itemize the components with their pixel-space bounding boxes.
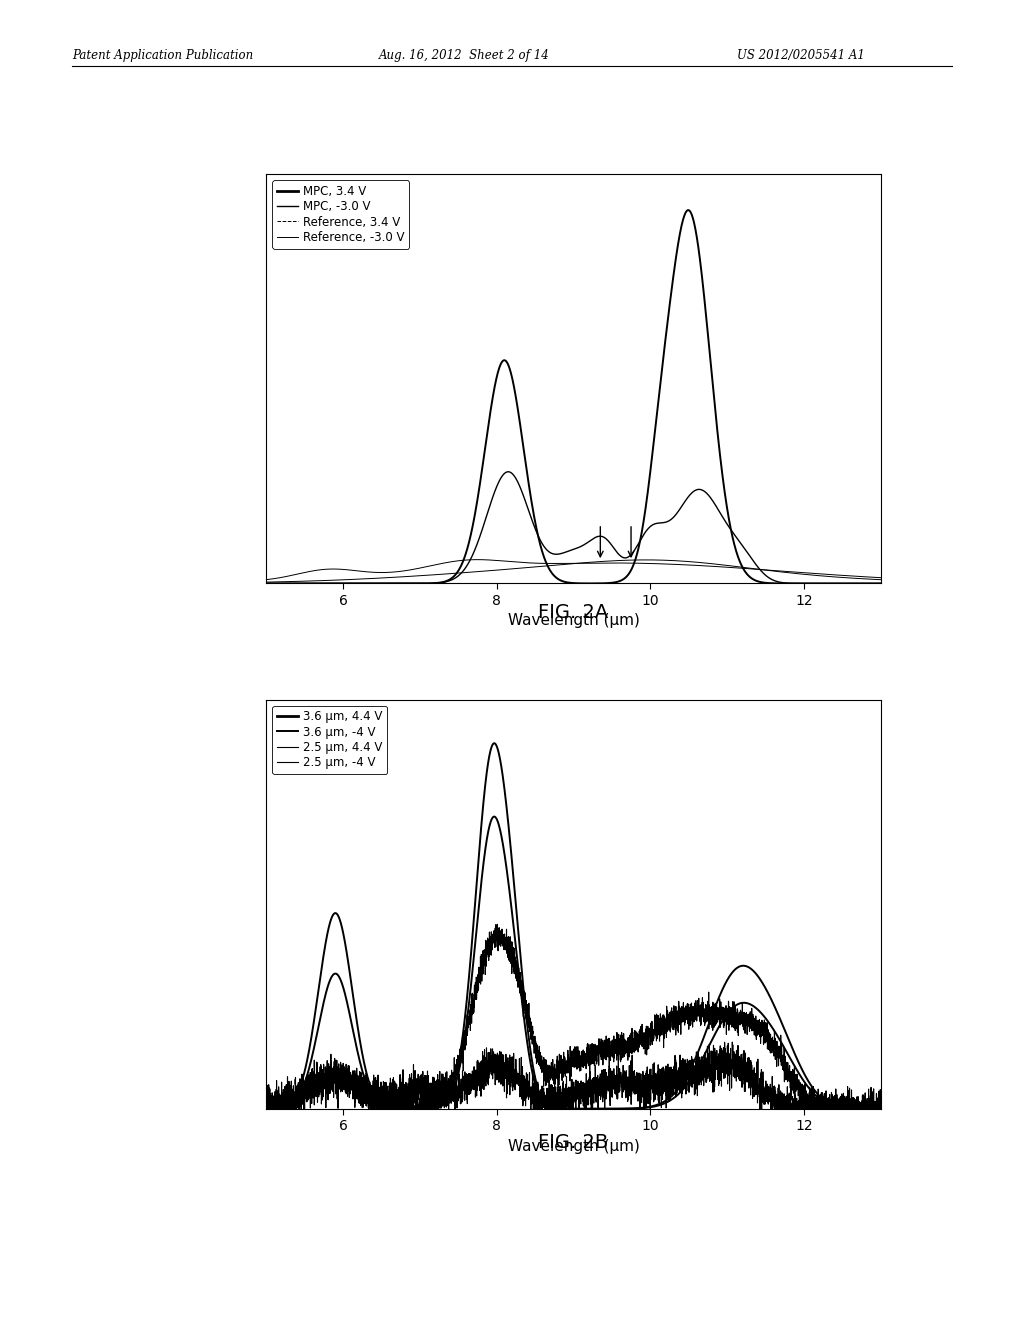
Text: Patent Application Publication: Patent Application Publication [72,49,253,62]
X-axis label: Wavelength (μm): Wavelength (μm) [508,1139,639,1154]
X-axis label: Wavelength (μm): Wavelength (μm) [508,614,639,628]
Text: US 2012/0205541 A1: US 2012/0205541 A1 [737,49,865,62]
Text: FIG. 2A: FIG. 2A [539,603,608,622]
Legend: MPC, 3.4 V, MPC, -3.0 V, Reference, 3.4 V, Reference, -3.0 V: MPC, 3.4 V, MPC, -3.0 V, Reference, 3.4 … [272,180,409,248]
Text: Aug. 16, 2012  Sheet 2 of 14: Aug. 16, 2012 Sheet 2 of 14 [379,49,550,62]
Text: FIG. 2B: FIG. 2B [539,1134,608,1152]
Legend: 3.6 μm, 4.4 V, 3.6 μm, -4 V, 2.5 μm, 4.4 V, 2.5 μm, -4 V: 3.6 μm, 4.4 V, 3.6 μm, -4 V, 2.5 μm, 4.4… [272,705,387,774]
